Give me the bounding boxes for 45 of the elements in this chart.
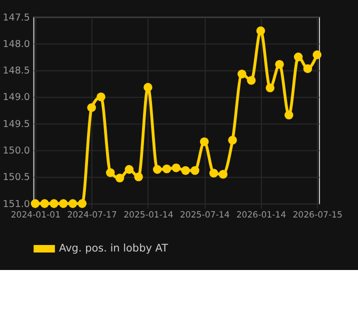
point	[266, 83, 274, 92]
x-tick-label: 2024-07-17	[67, 210, 117, 220]
y-tick-label: 149.0	[2, 92, 30, 104]
point	[96, 92, 106, 102]
x-tick-label: 2024-01-01	[10, 210, 61, 220]
point	[218, 170, 228, 179]
point	[284, 110, 294, 120]
point	[87, 103, 96, 112]
point	[124, 165, 134, 174]
y-tick-label: 147.5	[2, 12, 30, 24]
x-tick-label: 2025-07-14	[180, 210, 230, 220]
point	[190, 166, 200, 175]
point	[115, 174, 124, 182]
x-tick-label: 2026-07-15	[292, 210, 342, 220]
point	[312, 50, 322, 60]
point	[162, 164, 172, 174]
point	[246, 76, 256, 85]
point	[294, 52, 303, 62]
point	[181, 166, 190, 175]
point	[78, 199, 87, 208]
point	[106, 168, 115, 178]
x-tick-label: 2025-01-14	[124, 210, 174, 220]
point	[59, 199, 68, 208]
y-tick-label: 149.5	[2, 118, 30, 130]
point	[50, 199, 58, 208]
point	[134, 172, 143, 182]
point	[256, 26, 266, 36]
y-tick-label: 148.0	[2, 38, 30, 50]
point	[209, 168, 218, 178]
point	[144, 82, 152, 92]
point	[275, 60, 284, 69]
y-tick-label: 148.5	[2, 66, 30, 77]
point	[228, 136, 237, 144]
point	[68, 199, 78, 208]
x-tick-label: 2026-01-14	[236, 210, 286, 220]
point	[303, 64, 312, 74]
y-tick-label: 150.0	[2, 146, 30, 157]
legend-label: Avg. pos. in lobby AT	[59, 242, 169, 255]
point	[200, 137, 209, 146]
point	[40, 199, 49, 208]
y-tick-label: 150.5	[2, 172, 30, 184]
point	[152, 165, 162, 174]
point	[172, 163, 181, 172]
point	[238, 70, 246, 78]
y-tick-label: 151.0	[2, 198, 30, 210]
